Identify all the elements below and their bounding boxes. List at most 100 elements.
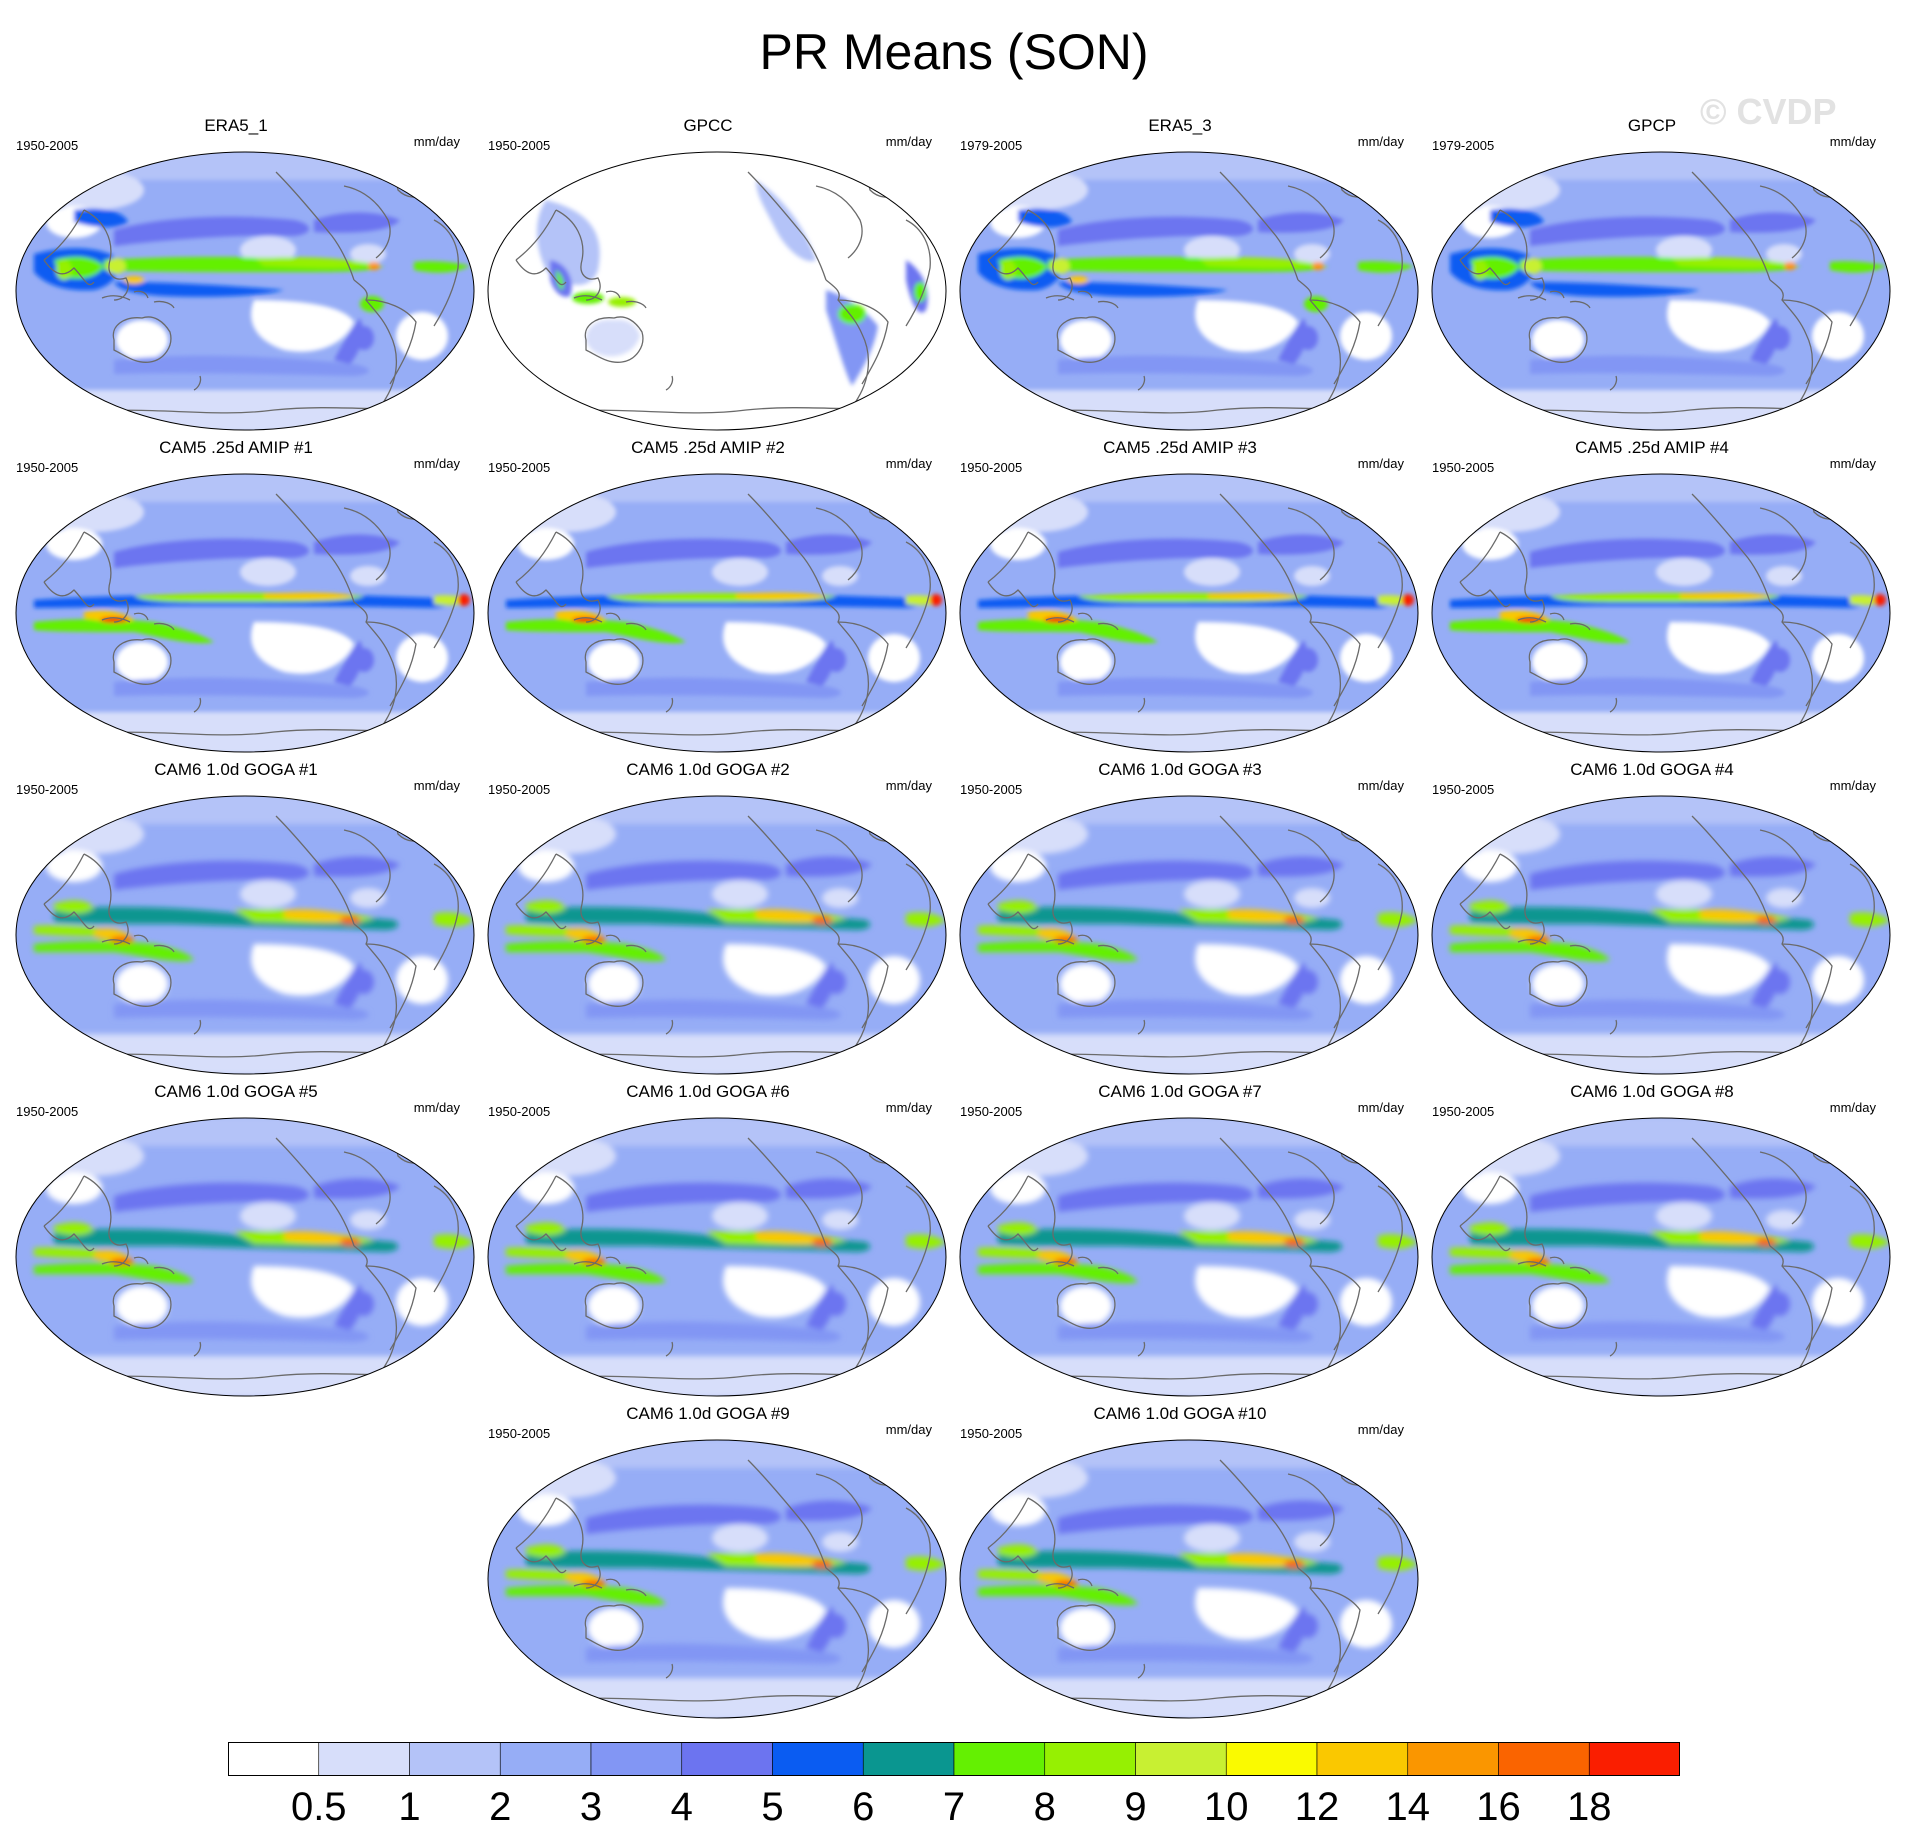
colorbar-swatch: [499, 1742, 592, 1776]
panel-title: CAM5 .25d AMIP #1: [159, 438, 313, 457]
colorbar-swatch: [1407, 1742, 1499, 1776]
panel-period: 1950-2005: [16, 460, 79, 475]
colorbar-swatch: [318, 1742, 410, 1776]
panel-units: mm/day: [413, 1100, 460, 1115]
colorbar-tick-label: 5: [761, 1785, 784, 1829]
map-panel: GPCC 1950-2005 mm/day: [472, 114, 947, 432]
colorbar-swatch: [1044, 1742, 1136, 1776]
map-panel: CAM6 1.0d GOGA #10 1950-2005 mm/day: [944, 1402, 1419, 1720]
panel-period: 1950-2005: [16, 782, 79, 797]
panel-title: CAM6 1.0d GOGA #5: [154, 1082, 318, 1101]
precip-map: [1431, 795, 1891, 1075]
colorbar-swatch: [681, 1742, 773, 1776]
precip-map: [959, 1439, 1419, 1719]
precip-map: [15, 151, 475, 431]
colorbar-swatch: [1225, 1742, 1318, 1776]
panel-units: mm/day: [1357, 778, 1404, 793]
map-panel: CAM5 .25d AMIP #1 1950-2005 mm/day: [0, 436, 475, 754]
colorbar-swatch: [590, 1742, 683, 1776]
panel-units: mm/day: [885, 1422, 932, 1437]
panel-units: mm/day: [885, 134, 932, 149]
colorbar-tick-label: 8: [1033, 1785, 1056, 1829]
panel-title: CAM6 1.0d GOGA #10: [1093, 1404, 1267, 1423]
colorbar-tick-label: 10: [1204, 1785, 1249, 1829]
colorbar-tick-label: 7: [942, 1785, 966, 1829]
cvdp-watermark: © CVDP: [1700, 91, 1837, 132]
panel-title: GPCP: [1627, 116, 1677, 135]
precip-map: [487, 1439, 947, 1719]
panel-units: mm/day: [885, 456, 932, 471]
panel-units: mm/day: [1357, 1100, 1404, 1115]
panel-units: mm/day: [885, 778, 932, 793]
map-panel: CAM6 1.0d GOGA #4 1950-2005 mm/day: [1416, 758, 1891, 1076]
map-panel: CAM5 .25d AMIP #3 1950-2005 mm/day: [944, 436, 1419, 754]
map-panel: CAM6 1.0d GOGA #5 1950-2005 mm/day: [0, 1080, 475, 1398]
colorbar-tick-label: 6: [852, 1785, 875, 1829]
panel-period: 1950-2005: [488, 1426, 551, 1441]
colorbar-tick-label: 18: [1567, 1785, 1612, 1829]
map-panel: GPCP 1979-2005 mm/day: [1416, 114, 1891, 432]
panel-period: 1950-2005: [488, 782, 551, 797]
colorbar-swatch: [1316, 1742, 1409, 1776]
map-panel: CAM6 1.0d GOGA #1 1950-2005 mm/day: [0, 758, 475, 1076]
colorbar-tick-label: 14: [1385, 1785, 1431, 1829]
panel-title: CAM5 .25d AMIP #4: [1575, 438, 1729, 457]
precip-map: [959, 473, 1419, 753]
panel-period: 1979-2005: [1432, 138, 1495, 153]
panel-units: mm/day: [1357, 134, 1404, 149]
colorbar-swatch: [1135, 1742, 1227, 1776]
panel-title: CAM6 1.0d GOGA #1: [154, 760, 318, 779]
precip-map: [1431, 473, 1891, 753]
colorbar-swatch: [1588, 1742, 1680, 1776]
precip-map: [959, 1117, 1419, 1397]
panel-units: mm/day: [1829, 1100, 1876, 1115]
colorbar-tick-label: 1: [398, 1785, 421, 1829]
map-panel: CAM6 1.0d GOGA #7 1950-2005 mm/day: [944, 1080, 1419, 1398]
panel-period: 1979-2005: [960, 138, 1023, 153]
precip-map: [1431, 1117, 1891, 1397]
panel-title: CAM6 1.0d GOGA #8: [1570, 1082, 1734, 1101]
precip-map: [15, 795, 475, 1075]
map-panel: ERA5_1 1950-2005 mm/day: [0, 114, 475, 432]
panel-units: mm/day: [1357, 1422, 1404, 1437]
colorbar-tick-label: 16: [1476, 1785, 1521, 1829]
colorbar-tick-label: 0.5: [290, 1785, 347, 1829]
panel-units: mm/day: [1829, 778, 1876, 793]
colorbar: [228, 1742, 1680, 1776]
panel-title: CAM6 1.0d GOGA #2: [626, 760, 790, 779]
precip-map: [487, 1117, 947, 1397]
map-panel: CAM5 .25d AMIP #2 1950-2005 mm/day: [472, 436, 947, 754]
panel-units: mm/day: [1829, 134, 1876, 149]
map-panel: CAM6 1.0d GOGA #2 1950-2005 mm/day: [472, 758, 947, 1076]
precip-map: [15, 473, 475, 753]
colorbar-swatch: [409, 1742, 501, 1776]
map-panel: CAM6 1.0d GOGA #8 1950-2005 mm/day: [1416, 1080, 1891, 1398]
panel-period: 1950-2005: [960, 1104, 1023, 1119]
precip-map: [487, 795, 947, 1075]
colorbar-tick-label: 9: [1124, 1785, 1147, 1829]
panel-title: CAM6 1.0d GOGA #9: [626, 1404, 790, 1423]
panel-period: 1950-2005: [1432, 782, 1495, 797]
panel-units: mm/day: [885, 1100, 932, 1115]
panel-units: mm/day: [1829, 456, 1876, 471]
map-panel: CAM6 1.0d GOGA #6 1950-2005 mm/day: [472, 1080, 947, 1398]
colorbar-tick-label: 2: [489, 1785, 512, 1829]
panel-period: 1950-2005: [960, 460, 1023, 475]
panel-units: mm/day: [413, 456, 460, 471]
panel-title: CAM6 1.0d GOGA #7: [1098, 1082, 1262, 1101]
panel-title: CAM6 1.0d GOGA #4: [1570, 760, 1734, 779]
panel-period: 1950-2005: [16, 1104, 79, 1119]
panel-period: 1950-2005: [960, 1426, 1023, 1441]
precip-map: [487, 151, 947, 431]
map-panel: CAM5 .25d AMIP #4 1950-2005 mm/day: [1416, 436, 1891, 754]
map-panel: CAM6 1.0d GOGA #9 1950-2005 mm/day: [472, 1402, 947, 1720]
precip-map: [15, 1117, 475, 1397]
colorbar-swatch: [772, 1742, 864, 1776]
colorbar-tick-label: 12: [1294, 1785, 1340, 1829]
panel-period: 1950-2005: [488, 1104, 551, 1119]
colorbar-tick-label: 4: [670, 1785, 693, 1829]
panel-title: GPCC: [683, 116, 733, 135]
figure-title: PR Means (SON): [759, 24, 1149, 80]
panel-title: CAM6 1.0d GOGA #6: [626, 1082, 790, 1101]
panel-period: 1950-2005: [960, 782, 1023, 797]
